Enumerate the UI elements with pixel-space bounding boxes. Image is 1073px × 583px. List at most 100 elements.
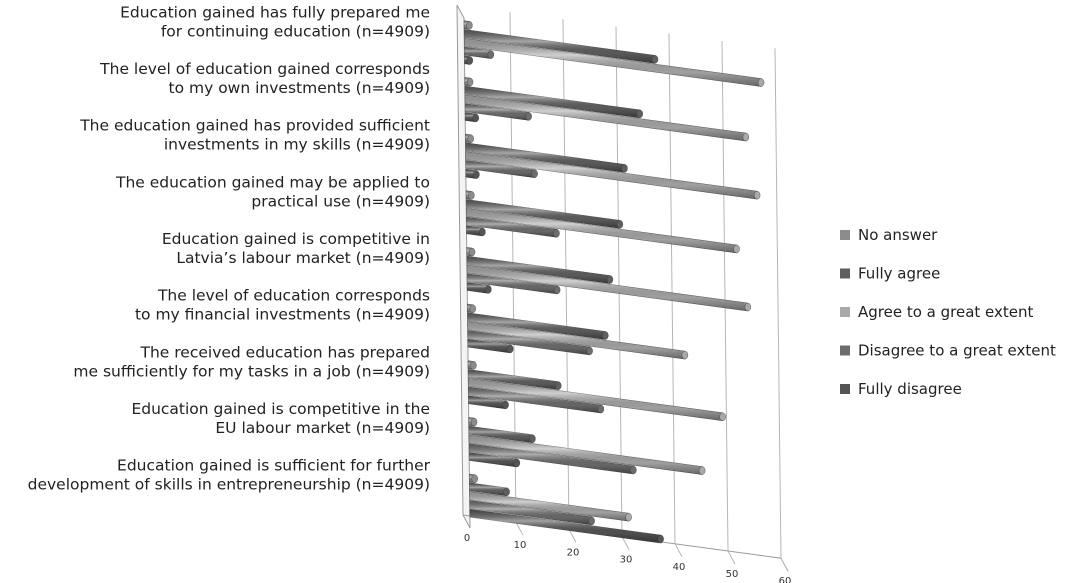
bar [468, 434, 706, 475]
bar-cap [466, 77, 474, 87]
bar [465, 190, 475, 200]
bar [466, 282, 492, 294]
bar-cap [744, 302, 752, 312]
bar [464, 112, 479, 123]
bar [465, 199, 624, 229]
bar-cap [553, 285, 561, 295]
bar-cap [471, 474, 478, 483]
bar-shade [469, 500, 592, 525]
bar [463, 20, 473, 30]
bar-shade [468, 378, 723, 421]
bar [465, 133, 474, 143]
x-tick-label: 10 [514, 540, 527, 551]
bar-shade [464, 29, 655, 64]
bar [469, 500, 595, 526]
bar-shade [467, 321, 685, 360]
bar-cap [531, 169, 538, 178]
x-tick-label: 20 [567, 547, 580, 558]
bar-shade [467, 330, 590, 355]
bar [464, 103, 532, 121]
category-label: The education gained has provided suffic… [79, 117, 430, 154]
legend-label: Agree to a great extent [858, 303, 1034, 321]
legend-label: Fully disagree [858, 380, 962, 398]
category-label: Education gained is sufficient for furth… [28, 457, 431, 494]
bar-cap [651, 55, 659, 64]
bar-cap [503, 487, 510, 497]
bar [468, 452, 521, 468]
bar-shade [469, 452, 517, 467]
bar [465, 142, 628, 173]
bar-cap [630, 465, 637, 475]
bar-shade [465, 142, 625, 173]
bar-shade [467, 273, 558, 294]
category-label: Education gained has fully prepared me fo… [120, 3, 430, 40]
bar [467, 321, 689, 360]
legend-swatch [840, 384, 850, 394]
bar-shade [468, 426, 533, 443]
bar-shade [468, 434, 703, 475]
category-label: The level of education corresponds to my … [135, 287, 430, 324]
bar [463, 29, 659, 64]
bar-shade [466, 225, 483, 236]
bar [468, 425, 536, 443]
bar-shade [468, 395, 506, 409]
bar-cap [586, 346, 593, 356]
bar [464, 94, 750, 142]
category-label: Education gained is competitive in Latvia… [162, 230, 430, 267]
bar [466, 216, 560, 238]
legend-item: Fully disagree [840, 380, 962, 398]
bar-shade [469, 443, 634, 474]
bar-shade [464, 38, 762, 87]
bar [464, 55, 473, 65]
bar-cap [657, 534, 664, 544]
legend: No answer Fully agree Agree to a great ext… [840, 226, 1056, 398]
bar-cap [479, 227, 486, 237]
bars [463, 20, 765, 544]
bar-shade [465, 160, 535, 178]
bar-cap [473, 170, 480, 179]
bar-cap [507, 344, 514, 354]
bar-cap [470, 417, 478, 427]
bar-cap [469, 304, 476, 313]
category-label: Education gained is competitive in the EU… [131, 400, 430, 437]
bar-shade [467, 282, 489, 294]
bar [467, 369, 562, 390]
bar-shade [464, 47, 491, 59]
bar-cap [588, 516, 595, 526]
bar-cap [621, 164, 628, 173]
legend-item: Agree to a great extent [840, 303, 1034, 321]
bar [468, 417, 478, 427]
bar-cap [466, 21, 473, 30]
bar-cap [555, 381, 562, 390]
bar [467, 338, 514, 354]
bar-cap [466, 56, 473, 65]
bar-cap [513, 458, 521, 468]
bar-shade [464, 86, 640, 118]
bar-cap [602, 331, 609, 340]
category-label: The received education has prepared me su… [73, 343, 430, 380]
category-label: The education gained may be applied to pr… [115, 173, 430, 210]
bar [467, 303, 476, 313]
category-label: The level of education gained correspond… [99, 60, 430, 97]
bar [469, 473, 478, 483]
bar-cap [529, 434, 536, 443]
bar-cap [525, 112, 532, 121]
bar [467, 312, 609, 340]
legend-label: Disagree to a great extent [858, 342, 1056, 360]
bar-shade [465, 103, 529, 121]
legend-item: Disagree to a great extent [840, 342, 1056, 360]
legend-label: Fully agree [858, 265, 940, 283]
bar-shade [469, 491, 629, 522]
bar-cap [468, 191, 475, 200]
bar-cap [698, 466, 706, 475]
bar-cap [487, 50, 495, 59]
legend-item: No answer [840, 226, 938, 244]
bar [469, 491, 632, 522]
gridline [721, 40, 736, 565]
bar-shade [466, 256, 610, 284]
legend-label: No answer [858, 226, 938, 244]
bar [467, 360, 477, 370]
bar-shade [466, 264, 748, 312]
bar [469, 482, 510, 497]
